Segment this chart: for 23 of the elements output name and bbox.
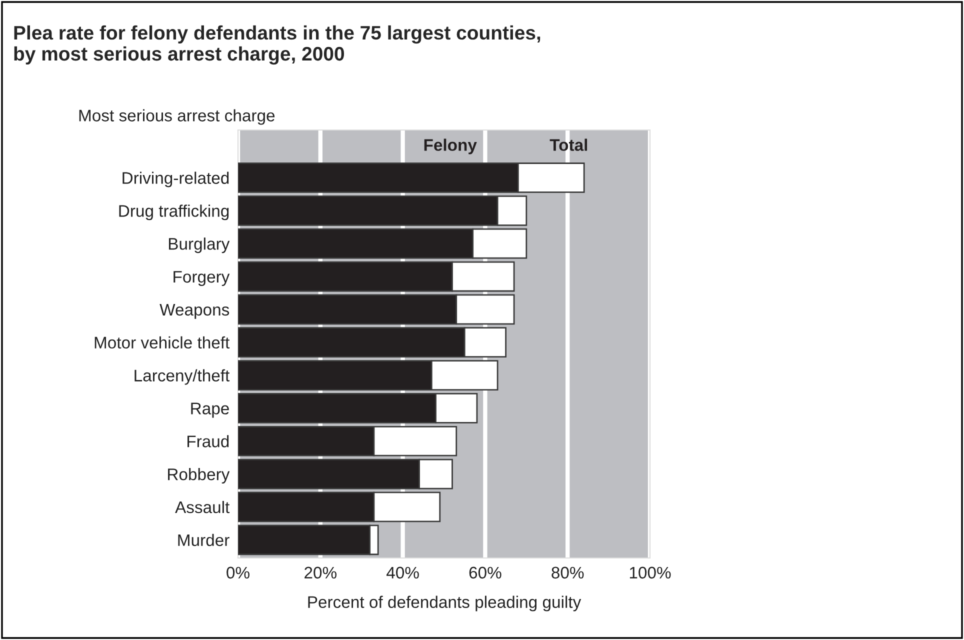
y-axis-title: Most serious arrest charge [79, 109, 275, 125]
x-tick-label: 60% [469, 566, 502, 579]
x-tick-label: 0% [226, 566, 250, 579]
y-tick-label: Burglary [168, 238, 230, 254]
y-tick-label: Fraud [188, 435, 229, 448]
x-tick-label: 80% [552, 566, 584, 579]
x-tick-label: 100% [630, 566, 671, 579]
y-tick-label: Drug trafficking [119, 204, 229, 220]
series-label: Felony [424, 138, 477, 154]
x-tick-label: 40% [386, 566, 419, 579]
y-tick-label: Motor vehicle theft [94, 336, 230, 349]
y-tick-label: Assault [175, 500, 230, 514]
y-tick-label: Weapons [160, 304, 230, 319]
y-tick-label: Driving-related [122, 172, 229, 188]
x-axis-title: Percent of defendants pleading guilty [308, 596, 582, 612]
y-tick-label: Robbery [168, 468, 230, 484]
y-tick-label: Larceny/theft [134, 369, 230, 385]
chart-title: Plea rate for felony defendants in the 75 largest counties, by most serious arrest charge, 2000 [14, 25, 540, 65]
series-label: Total [550, 138, 588, 151]
y-tick-label: Murder [178, 534, 230, 546]
y-tick-label: Forgery [174, 271, 230, 286]
x-tick-label: 20% [304, 566, 336, 579]
y-tick-label: Rape [191, 402, 229, 418]
